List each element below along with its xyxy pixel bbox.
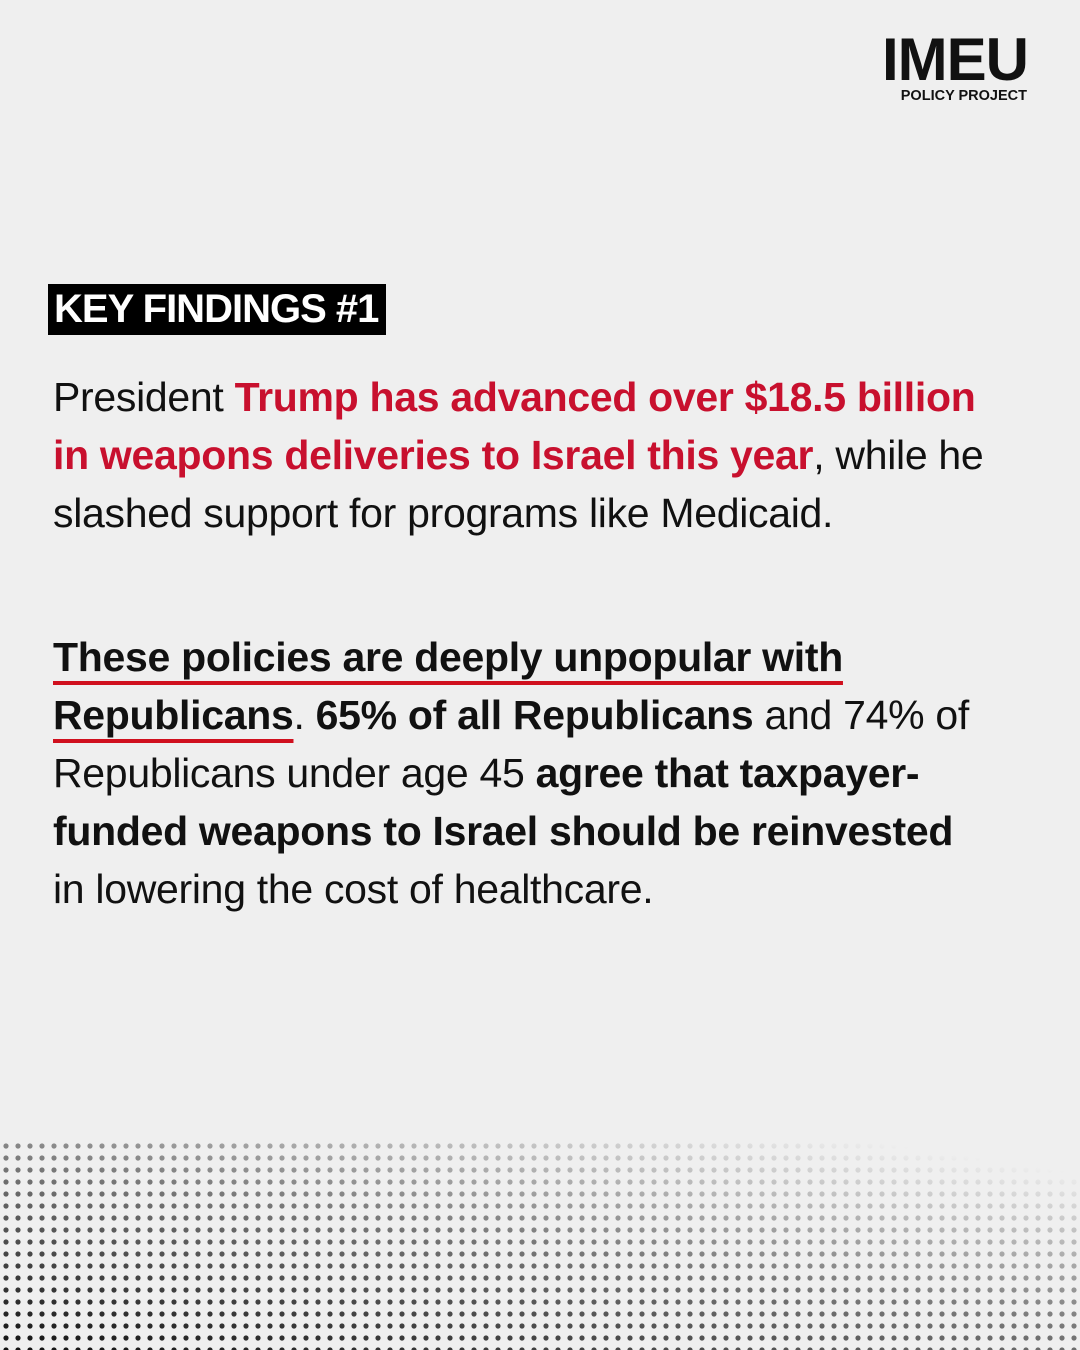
text-run: , while he slashed support for programs … xyxy=(53,432,984,536)
logo-title: IMEU xyxy=(882,26,1029,93)
text-run: Trump has advanced over $18.5 billion in… xyxy=(53,374,976,478)
text-run: 65% of all Republicans xyxy=(315,692,754,738)
text-run: President xyxy=(53,374,235,420)
text-run: and 74% of Republicans under age 45 xyxy=(53,692,969,796)
text-run: These policies are deeply unpopular with… xyxy=(53,634,843,738)
text-run: . xyxy=(293,692,316,738)
text-run: in lowering the cost of healthcare. xyxy=(53,866,654,912)
heading: KEY FINDINGS #1 xyxy=(48,284,387,335)
paragraph: These policies are deeply unpopular with… xyxy=(53,628,988,918)
text-run: agree that taxpayer-funded weapons to Is… xyxy=(53,750,954,854)
halftone xyxy=(0,1140,1080,1350)
paragraph: President Trump has advanced over $18.5 … xyxy=(53,368,988,542)
logo-subtitle: POLICY PROJECT xyxy=(900,88,1027,104)
